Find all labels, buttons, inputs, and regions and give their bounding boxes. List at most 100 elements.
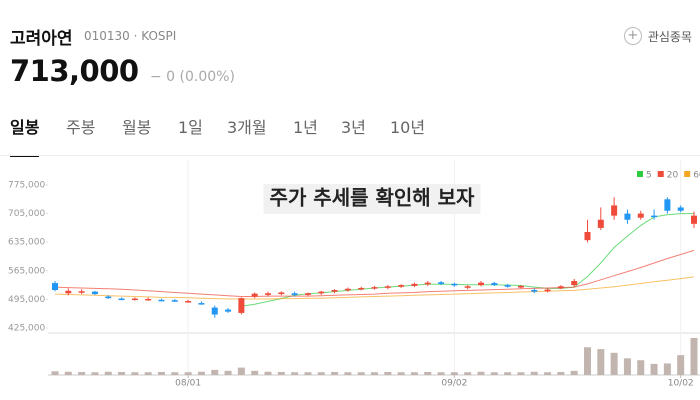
watch-label[interactable]: 관심종목 xyxy=(647,29,692,44)
tab[interactable]: 주봉 xyxy=(66,118,96,137)
volume-bar xyxy=(384,371,392,375)
volume-bar xyxy=(131,372,139,375)
y-tick-label: 705,000 xyxy=(8,209,45,219)
y-tick-label: 635,000 xyxy=(8,238,45,248)
title-background xyxy=(263,184,481,214)
candle-body xyxy=(424,282,431,285)
candle-body xyxy=(691,215,697,224)
candle-body xyxy=(78,291,85,293)
volume-bar xyxy=(477,371,485,375)
legend-label: 60 xyxy=(693,171,700,181)
candle-body xyxy=(371,287,378,289)
volume-bar xyxy=(64,371,72,375)
tab[interactable]: 3년 xyxy=(341,118,366,137)
legend-swatch xyxy=(637,171,643,177)
stock-name: 고려아연 xyxy=(10,29,73,49)
y-tick-label: 565,000 xyxy=(8,266,45,276)
volume-bar xyxy=(304,372,312,375)
candle-body xyxy=(158,299,165,302)
candle-body xyxy=(211,307,218,315)
volume-bar xyxy=(610,352,618,375)
candle-body xyxy=(411,283,418,286)
candle-body xyxy=(611,205,618,216)
volume-bar xyxy=(78,371,86,375)
volume-bar xyxy=(397,372,405,375)
plus-icon[interactable]: + xyxy=(623,27,642,45)
volume-bar xyxy=(490,372,498,375)
stock-code: 010130 · KOSPI xyxy=(84,29,177,43)
candle-body xyxy=(331,290,338,292)
candle-body xyxy=(557,286,564,289)
candle-body xyxy=(438,282,445,284)
volume-bar xyxy=(118,371,126,375)
candle-body xyxy=(198,303,205,305)
volume-bar xyxy=(584,347,591,375)
candle-body xyxy=(131,298,138,301)
volume-bar xyxy=(144,372,152,375)
volume-bar xyxy=(530,371,538,375)
candle-body xyxy=(304,293,311,295)
volume-bar xyxy=(224,370,232,375)
volume-bar xyxy=(184,372,192,375)
candle-body xyxy=(624,213,631,220)
volume-bar xyxy=(344,372,352,375)
volume-bar xyxy=(544,372,552,375)
divider xyxy=(0,155,700,156)
candle-body xyxy=(517,285,524,288)
candle-body xyxy=(105,296,112,299)
x-tick-label: 10/02 xyxy=(668,379,694,389)
candle-body xyxy=(664,199,671,211)
legend-label: 5 xyxy=(646,171,652,181)
y-tick-label: 425,000 xyxy=(8,324,45,334)
volume-bar xyxy=(264,371,272,375)
tab[interactable]: 월봉 xyxy=(122,118,152,137)
volume-bar xyxy=(570,370,578,375)
candle-body xyxy=(118,298,125,301)
volume-bar xyxy=(291,372,299,375)
tab[interactable]: 10년 xyxy=(390,118,426,137)
candle-body xyxy=(265,293,271,295)
volume-bar xyxy=(331,371,339,375)
volume-bar xyxy=(357,372,365,375)
chart-title: 주가 추세를 확인해 보자 xyxy=(270,186,475,210)
candle-body xyxy=(238,298,245,313)
volume-bar xyxy=(197,371,205,375)
volume-bar xyxy=(91,372,99,375)
candle-body xyxy=(171,300,178,302)
candle-body xyxy=(185,301,192,303)
volume-bar xyxy=(158,371,165,375)
candle-body xyxy=(597,219,604,228)
candle-body xyxy=(278,292,285,295)
x-tick-label: 09/02 xyxy=(441,379,467,389)
candle-body xyxy=(291,293,298,295)
candle-body xyxy=(571,281,578,286)
candle-body xyxy=(584,231,591,241)
candle-body xyxy=(478,282,484,286)
candle-body xyxy=(52,283,58,291)
candle-body xyxy=(464,286,471,288)
candle-body xyxy=(65,290,72,294)
volume-bar xyxy=(104,371,112,375)
ma-line xyxy=(54,276,695,300)
volume-bar xyxy=(637,360,645,375)
candle-body xyxy=(251,293,258,297)
candle-body xyxy=(318,291,325,294)
volume-bar xyxy=(171,372,179,375)
tab[interactable]: 일봉 xyxy=(10,114,40,157)
volume-bar xyxy=(410,372,418,375)
volume-bar xyxy=(623,358,631,375)
tab[interactable]: 1년 xyxy=(293,118,318,137)
watch-button[interactable]: + 관심종목 xyxy=(623,27,692,45)
volume-bar xyxy=(237,367,245,375)
candle-body xyxy=(91,291,98,295)
price: 713,000 xyxy=(10,54,139,88)
legend-label: 20 xyxy=(667,171,679,181)
volume-bar xyxy=(51,371,59,375)
candle-body xyxy=(637,213,644,218)
volume-bar xyxy=(504,372,512,375)
x-tick-label: 08/01 xyxy=(175,379,201,389)
volume-bar xyxy=(424,371,432,375)
tab[interactable]: 3개월 xyxy=(227,118,267,137)
tab[interactable]: 1일 xyxy=(178,118,203,137)
